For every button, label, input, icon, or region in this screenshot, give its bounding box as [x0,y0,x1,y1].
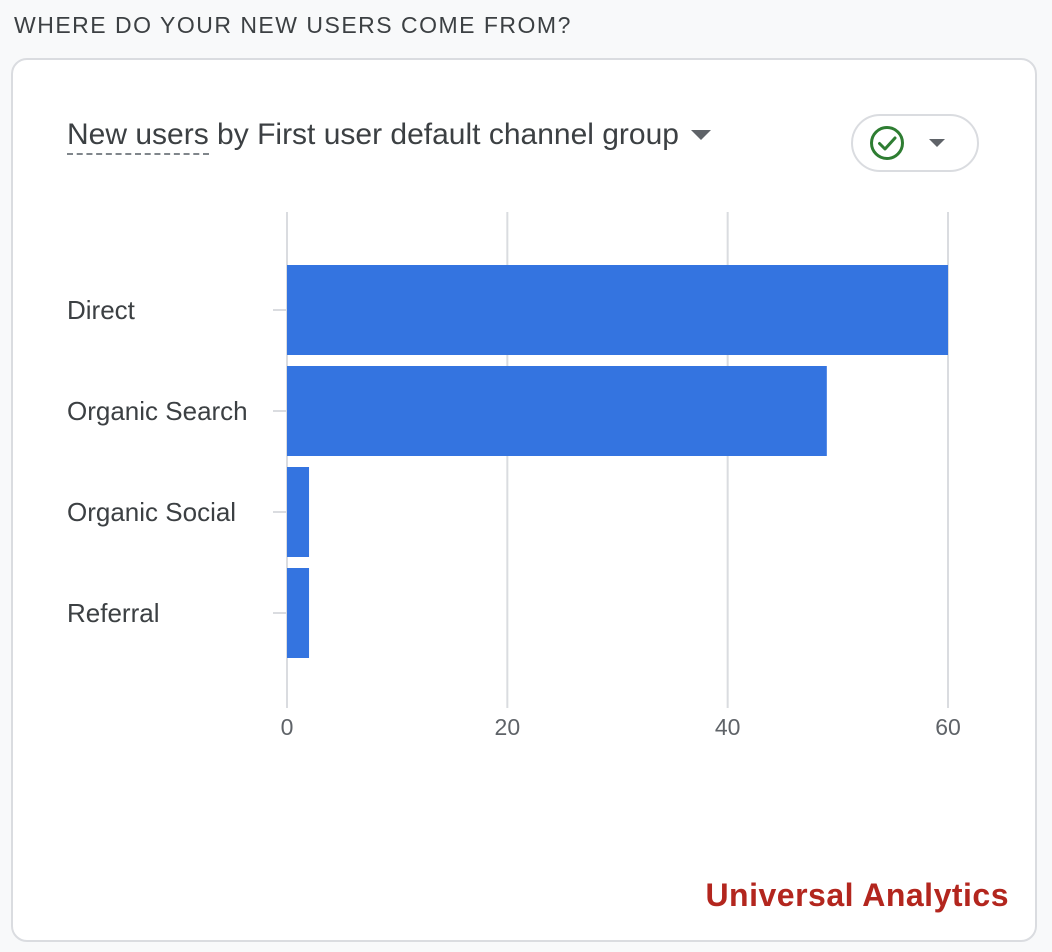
compare-button[interactable] [851,114,979,172]
category-label: Organic Social [67,497,236,527]
category-label: Organic Search [67,396,248,426]
bar[interactable] [287,265,948,355]
card-title-metric[interactable]: New users [67,118,209,155]
bar[interactable] [287,467,310,557]
chart-card: New users by First user default channel … [11,58,1037,942]
caret-down-icon [929,139,945,147]
x-tick-label: 0 [281,714,294,740]
card-title-dimension: by First user default channel group [208,118,679,151]
x-tick-label: 60 [935,714,961,740]
bar-chart: 0 20 40 60 Direct Organic Search Organic Socia… [67,212,961,740]
card-title-dropdown[interactable]: New users by First user default channel … [67,118,711,155]
caret-down-icon [690,130,711,140]
section-title: WHERE DO YOUR NEW USERS COME FROM? [14,12,572,38]
x-tick-label: 40 [715,714,741,740]
category-label: Direct [67,295,136,325]
x-tick-label: 20 [495,714,521,740]
bar[interactable] [287,568,310,658]
check-circle-icon [870,126,904,160]
card-title: New users by First user default channel … [67,118,679,155]
brand-label: Universal Analytics [705,877,1009,913]
category-label: Referral [67,598,159,628]
bar[interactable] [287,366,827,456]
